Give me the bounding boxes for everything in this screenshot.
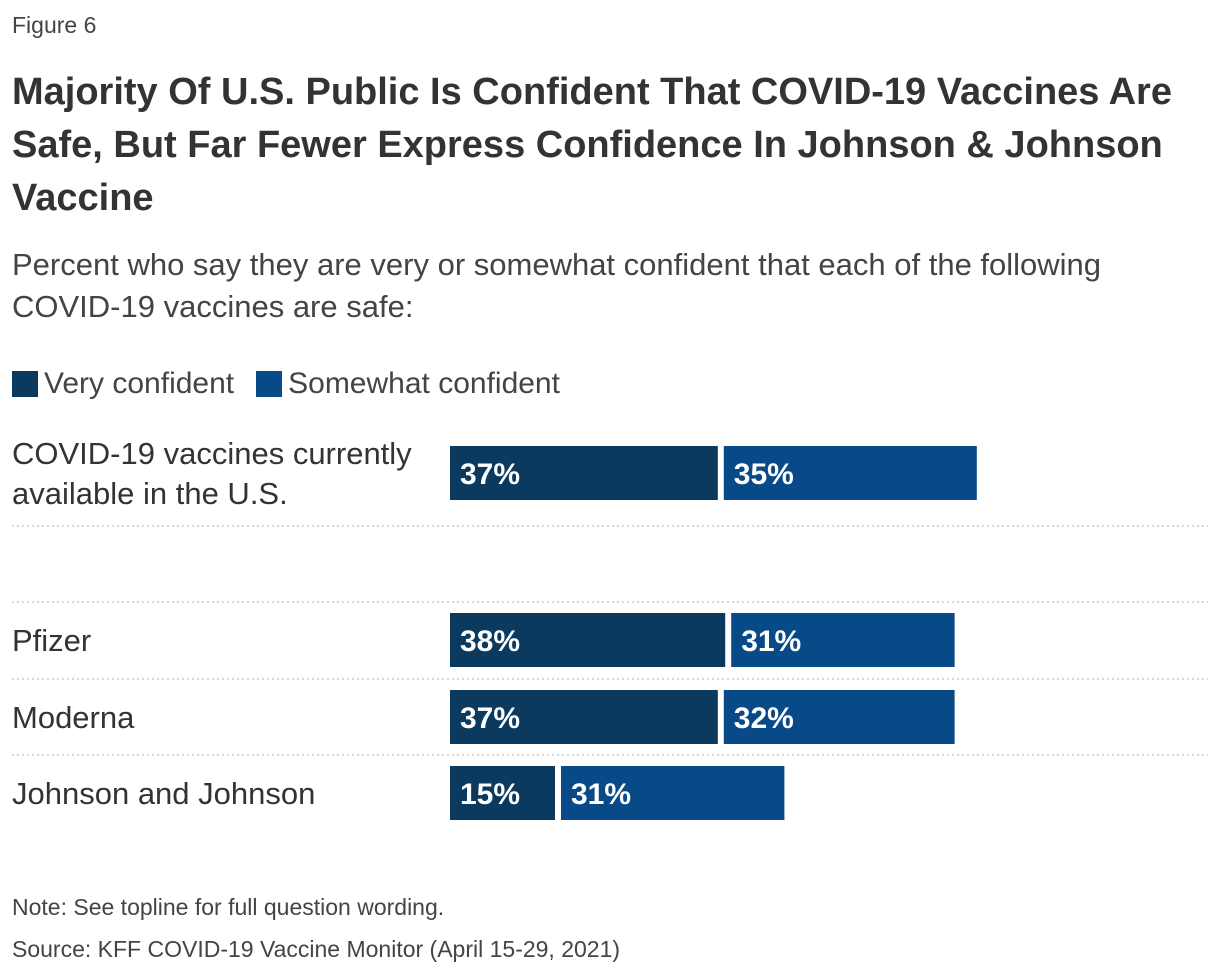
category-label: COVID-19 vaccines currently available in … bbox=[12, 436, 412, 511]
legend-item-very-confident: Very confident bbox=[12, 367, 234, 401]
bar-very-confident bbox=[450, 613, 726, 667]
data-label: 32% bbox=[734, 702, 794, 735]
category-label: Moderna bbox=[12, 700, 135, 735]
data-label: 15% bbox=[460, 778, 520, 811]
chart-subtitle: Percent who say they are very or somewha… bbox=[12, 247, 1102, 324]
legend-item-somewhat-confident: Somewhat confident bbox=[256, 367, 560, 401]
legend-label-very-confident: Very confident bbox=[44, 367, 235, 400]
bar-somewhat-confident bbox=[723, 690, 955, 744]
bar-very-confident bbox=[450, 766, 555, 820]
chart-source: Source: KFF COVID-19 Vaccine Monitor (Ap… bbox=[12, 936, 621, 962]
bar-somewhat-confident bbox=[731, 613, 955, 667]
figure-label: Figure 6 bbox=[12, 12, 97, 38]
bar-very-confident bbox=[450, 446, 718, 500]
chart-title: Majority Of U.S. Public Is Confident Tha… bbox=[12, 71, 1172, 219]
data-label: 38% bbox=[460, 625, 520, 658]
bar-chart: COVID-19 vaccines currently available in … bbox=[12, 436, 1208, 820]
chart-note: Note: See topline for full question word… bbox=[12, 894, 445, 920]
legend-label-somewhat-confident: Somewhat confident bbox=[288, 367, 560, 400]
legend: Very confident Somewhat confident bbox=[12, 364, 582, 404]
data-label: 37% bbox=[460, 702, 520, 735]
bar-very-confident bbox=[450, 690, 718, 744]
data-label: 35% bbox=[734, 458, 794, 491]
category-label: Pfizer bbox=[12, 623, 91, 658]
data-label: 31% bbox=[741, 625, 801, 658]
legend-swatch-somewhat-confident bbox=[256, 371, 283, 397]
bar-somewhat-confident bbox=[561, 766, 785, 820]
data-label: 37% bbox=[460, 458, 520, 491]
legend-swatch-very-confident bbox=[12, 371, 38, 397]
data-label: 31% bbox=[571, 778, 631, 811]
bar-somewhat-confident bbox=[723, 446, 977, 500]
category-label: Johnson and Johnson bbox=[12, 776, 315, 811]
